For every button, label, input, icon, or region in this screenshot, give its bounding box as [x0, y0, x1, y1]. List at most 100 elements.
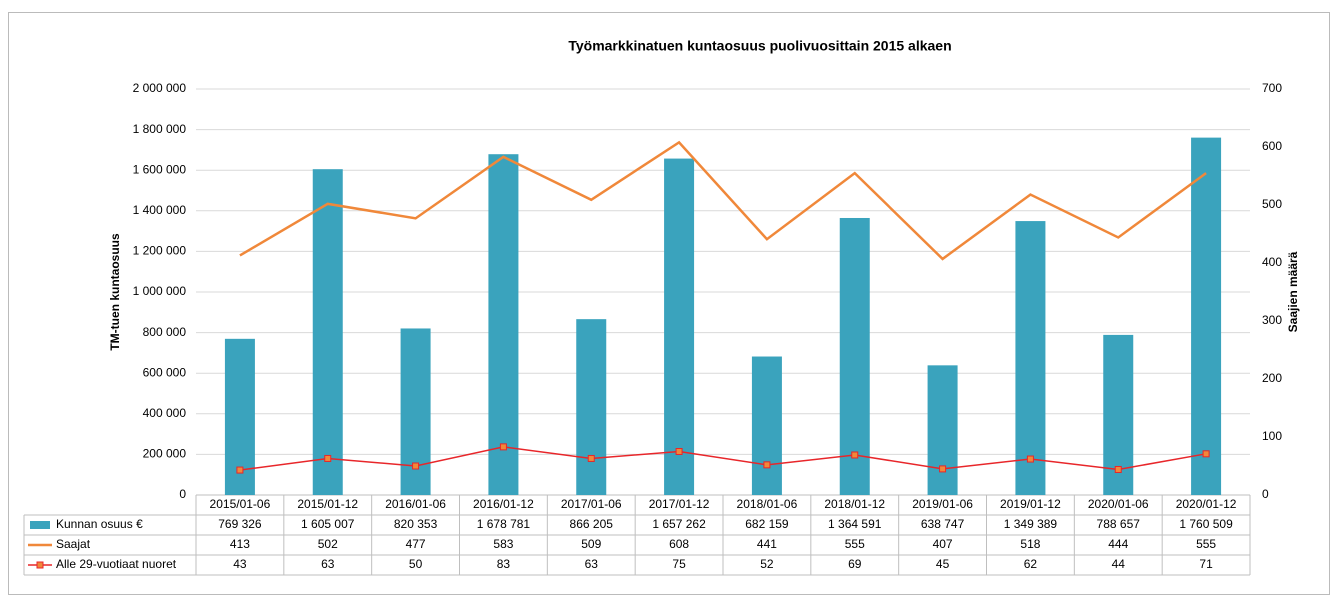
marker: [1114, 465, 1122, 473]
bar: [664, 158, 695, 496]
x-tick-label: 2020/01-12: [1176, 497, 1237, 511]
table-value: 444: [1108, 537, 1128, 551]
marker: [1026, 455, 1034, 463]
table-value: 555: [1196, 537, 1216, 551]
table-value: 583: [493, 537, 513, 551]
table-value: 820 353: [394, 517, 438, 531]
marker: [939, 465, 947, 473]
x-tick-label: 2017/01-12: [649, 497, 710, 511]
x-tick-label: 2019/01-12: [1000, 497, 1061, 511]
x-tick-label: 2015/01-12: [297, 497, 358, 511]
y2-axis-label: Saajien määrä: [1286, 251, 1300, 332]
table-value: 1 678 781: [477, 517, 531, 531]
y2-tick-label: 400: [1262, 255, 1282, 269]
table-value: 75: [672, 557, 686, 571]
y2-tick-label: 600: [1262, 139, 1282, 153]
table-value: 477: [406, 537, 426, 551]
table-value: 83: [497, 557, 511, 571]
y2-tick-label: 700: [1262, 81, 1282, 95]
chart-title: Työmarkkinatuen kuntaosuus puolivuositta…: [568, 38, 951, 54]
y-tick-label: 800 000: [143, 325, 187, 339]
y-tick-label: 0: [179, 487, 186, 501]
table-value: 518: [1020, 537, 1040, 551]
table-value: 44: [1112, 557, 1126, 571]
table-value: 43: [233, 557, 247, 571]
marker: [587, 454, 595, 462]
legend-label: Saajat: [56, 537, 91, 551]
table-value: 45: [936, 557, 950, 571]
bar: [488, 154, 519, 495]
line: [239, 446, 1207, 471]
bar: [400, 328, 431, 495]
x-tick-label: 2017/01-06: [561, 497, 622, 511]
marker: [851, 451, 859, 459]
x-tick-label: 2016/01-12: [473, 497, 534, 511]
y-tick-label: 1 800 000: [133, 122, 187, 136]
legend-label: Alle 29-vuotiaat nuoret: [56, 557, 177, 571]
y-axis-label: TM-tuen kuntaosuus: [108, 233, 122, 351]
marker: [412, 462, 420, 470]
table-value: 1 364 591: [828, 517, 882, 531]
y-tick-label: 200 000: [143, 447, 187, 461]
x-tick-label: 2019/01-06: [912, 497, 973, 511]
marker: [236, 466, 244, 474]
marker: [763, 461, 771, 469]
table-value: 866 205: [570, 517, 614, 531]
table-value: 407: [933, 537, 953, 551]
marker: [324, 454, 332, 462]
y2-tick-label: 300: [1262, 313, 1282, 327]
table-value: 769 326: [218, 517, 262, 531]
table-value: 1 349 389: [1004, 517, 1058, 531]
y-tick-label: 2 000 000: [133, 81, 187, 95]
bar: [312, 169, 343, 495]
table-value: 509: [581, 537, 601, 551]
bar: [1191, 137, 1222, 495]
y2-tick-label: 100: [1262, 429, 1282, 443]
table-value: 1 657 262: [652, 517, 706, 531]
x-tick-label: 2015/01-06: [210, 497, 271, 511]
legend-key: [36, 561, 44, 569]
table-value: 63: [321, 557, 335, 571]
legend-key: [30, 521, 50, 529]
x-tick-label: 2020/01-06: [1088, 497, 1149, 511]
table-value: 638 747: [921, 517, 965, 531]
x-tick-label: 2018/01-06: [737, 497, 798, 511]
table-value: 1 760 509: [1179, 517, 1233, 531]
y-tick-label: 1 000 000: [133, 284, 187, 298]
y-tick-label: 1 400 000: [133, 203, 187, 217]
x-tick-label: 2018/01-12: [824, 497, 885, 511]
bar: [751, 356, 782, 495]
table-value: 63: [585, 557, 599, 571]
table-value: 555: [845, 537, 865, 551]
table-value: 682 159: [745, 517, 789, 531]
y-tick-label: 400 000: [143, 406, 187, 420]
y-tick-label: 1 600 000: [133, 162, 187, 176]
table-value: 413: [230, 537, 250, 551]
y2-tick-label: 500: [1262, 197, 1282, 211]
table-value: 441: [757, 537, 777, 551]
bar: [576, 319, 607, 495]
y-tick-label: 600 000: [143, 365, 187, 379]
table-value: 1 605 007: [301, 517, 355, 531]
table-value: 788 657: [1097, 517, 1141, 531]
y2-tick-label: 0: [1262, 487, 1269, 501]
table-value: 71: [1199, 557, 1213, 571]
marker: [1202, 450, 1210, 458]
x-tick-label: 2016/01-06: [385, 497, 446, 511]
legend-label: Kunnan osuus €: [56, 517, 143, 531]
bar: [927, 365, 958, 495]
y-tick-label: 1 200 000: [133, 244, 187, 258]
marker: [675, 448, 683, 455]
table-value: 608: [669, 537, 689, 551]
bar: [839, 217, 870, 495]
line: [239, 140, 1207, 261]
table-value: 50: [409, 557, 423, 571]
table-value: 62: [1024, 557, 1038, 571]
marker: [499, 443, 507, 451]
table-value: 502: [318, 537, 338, 551]
y2-tick-label: 200: [1262, 371, 1282, 385]
table-value: 69: [848, 557, 862, 571]
table-value: 52: [760, 557, 774, 571]
bar: [1015, 221, 1046, 495]
